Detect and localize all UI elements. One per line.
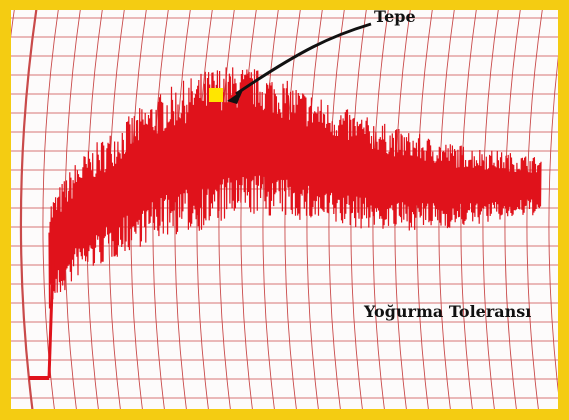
grid-arc [19, 10, 38, 409]
grid-arc [504, 10, 521, 409]
grid-arc [11, 10, 15, 39]
farinograph-chart: Tepe Yoğurma Toleransı [11, 10, 558, 409]
grid-arc [482, 10, 499, 409]
grid-arc [152, 10, 169, 409]
grid-arc [174, 10, 191, 409]
grid-arc [526, 10, 543, 409]
tolerance-label: Yoğurma Toleransı [363, 302, 531, 321]
peak-marker [209, 88, 223, 102]
trace-band [48, 67, 542, 309]
trace-rise [47, 259, 55, 379]
arrow-head-icon [227, 90, 243, 104]
grid-arc [416, 10, 433, 409]
grid-arc [262, 10, 279, 409]
chart-paper: Tepe Yoğurma Toleransı [11, 10, 558, 409]
peak-label: Tepe [374, 10, 416, 26]
grid-arc [284, 10, 301, 409]
grid-arc [328, 10, 345, 409]
dough-trace [29, 67, 542, 380]
grid-arc [460, 10, 477, 409]
grid-arc [548, 55, 558, 393]
peak-arrow [235, 22, 372, 96]
grid-arc [240, 10, 257, 409]
